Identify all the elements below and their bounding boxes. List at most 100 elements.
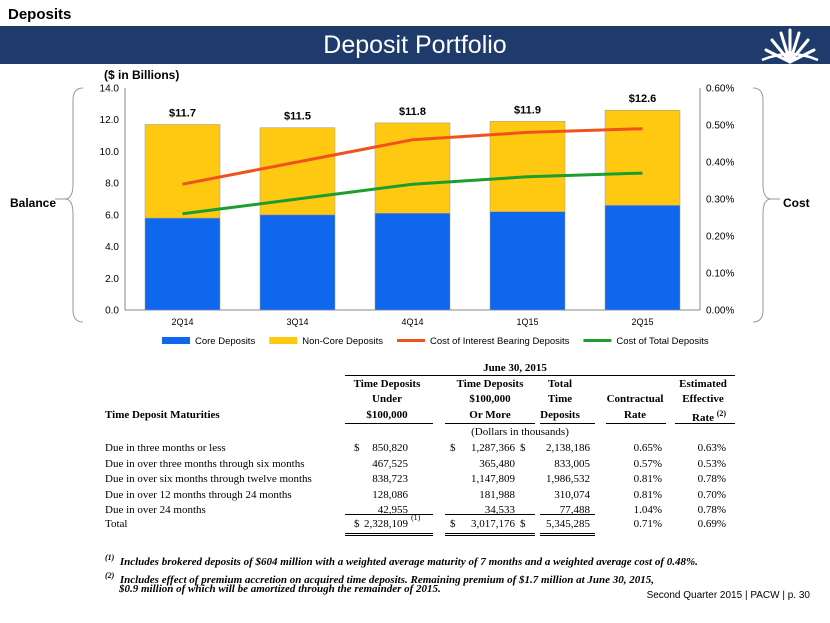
row-label: Due in over three months through six mon… [105, 457, 305, 470]
row-label: Due in over 12 months through 24 months [105, 488, 292, 501]
footnote-2-cont: $0.9 million of which will be amortized … [119, 583, 441, 595]
legend-label: Core Deposits [195, 336, 255, 347]
double-rule-2a [445, 533, 535, 534]
col1-header-l2: Under [372, 393, 402, 405]
left-tick-label: 12.0 [100, 115, 120, 126]
cell-under: 850,820 [372, 442, 408, 454]
header-rule-2 [445, 423, 535, 424]
total-under: 2,328,109 [364, 518, 408, 530]
header-rule-4 [606, 423, 666, 424]
bar-segment-core [604, 205, 681, 311]
row-header: Time Deposit Maturities [105, 409, 220, 421]
right-tick-label: 0.40% [706, 158, 734, 169]
header-rule-1 [345, 423, 433, 424]
bar-segment-core [259, 214, 336, 311]
col2-header-l3: Or More [469, 409, 511, 421]
total-contractual: 0.71% [633, 518, 662, 530]
x-tick-label: 1Q15 [516, 317, 538, 327]
bar-segment-core [374, 213, 451, 311]
cell-contractual: 0.81% [633, 473, 662, 485]
table-period: June 30, 2015 [483, 362, 547, 374]
left-tick-label: 2.0 [105, 274, 119, 285]
bar-segment-noncore [604, 109, 681, 206]
header-rule-3 [540, 423, 595, 424]
left-tick-label: 10.0 [100, 147, 120, 158]
left-tick-label: 14.0 [100, 84, 120, 95]
total-dollar-sign-3: $ [520, 518, 526, 530]
bar-segment-noncore [489, 121, 566, 212]
x-tick-label: 3Q14 [286, 317, 308, 327]
total-rule-3 [540, 514, 595, 515]
total-dollar-sign-2: $ [450, 518, 456, 530]
period-rule [345, 375, 735, 376]
row-label: Due in three months or less [105, 442, 226, 454]
title-banner: Deposit Portfolio [0, 26, 830, 64]
double-rule-3a [540, 533, 595, 534]
cell-effective: 0.78% [697, 504, 726, 516]
balance-axis-label: Balance [10, 196, 57, 210]
total-rule-1 [345, 514, 433, 515]
cell-effective: 0.53% [697, 457, 726, 470]
cell-contractual: 0.57% [633, 457, 662, 470]
header-rule-5 [675, 423, 735, 424]
dollar-sign: $ [450, 442, 456, 454]
left-tick-label: 4.0 [105, 242, 119, 253]
col1-header-l1: Time Deposits [353, 378, 421, 390]
cost-axis-label: Cost [783, 196, 810, 210]
row-label: Due in over 24 months [105, 504, 206, 516]
legend-label: Cost of Interest Bearing Deposits [430, 336, 570, 347]
cell-contractual: 0.81% [633, 488, 662, 501]
cell-effective: 0.70% [697, 488, 726, 501]
bar-segment-core [489, 211, 566, 311]
cell-total: 77,488 [559, 504, 590, 516]
bar-total-label: $11.9 [514, 104, 541, 116]
deposit-chart: 0.0 2.0 4.0 6.0 8.0 10.0 12.0 14.0 0.00% 0.10% 0.2… [55, 84, 780, 347]
col1-header-l3: $100,000 [366, 409, 408, 421]
cell-effective: 0.63% [697, 442, 726, 454]
left-tick-label: 8.0 [105, 179, 119, 190]
right-tick-label: 0.10% [706, 269, 734, 280]
col3-header-l3: Deposits [540, 409, 580, 421]
cell-contractual: 0.65% [633, 442, 662, 454]
total-row-label: Total [105, 518, 128, 530]
legend-label: Non-Core Deposits [302, 336, 383, 347]
legend-swatch [162, 337, 190, 344]
bar-segment-core [144, 217, 221, 311]
col5-header-l1: Estimated [679, 378, 727, 390]
col5-header-l3: Rate (2) [692, 409, 727, 424]
section-label: Deposits [8, 6, 72, 23]
left-tick-label: 6.0 [105, 210, 119, 221]
x-tick-label: 2Q14 [171, 317, 193, 327]
cell-under: 128,086 [372, 488, 408, 501]
dollar-sign: $ [354, 442, 360, 454]
sunburst-logo-icon [761, 28, 819, 64]
x-tick-label: 4Q14 [401, 317, 423, 327]
cell-under: 838,723 [372, 473, 408, 485]
right-tick-label: 0.50% [706, 121, 734, 132]
double-rule-2b [445, 535, 535, 536]
right-tick-label: 0.60% [706, 84, 734, 95]
col4-header-l3: Contractual [606, 393, 664, 405]
x-tick-label: 2Q15 [631, 317, 653, 327]
col2-header-l2: $100,000 [469, 393, 511, 405]
total-effective: 0.69% [697, 518, 726, 530]
cell-total: 2,138,186 [546, 442, 590, 454]
cell-under: 467,525 [372, 457, 408, 470]
interest-bearing-cost-line [182, 127, 643, 186]
total-rule-2 [445, 514, 535, 515]
right-tick-label: 0.20% [706, 232, 734, 243]
dollar-sign: $ [520, 442, 526, 454]
col5-header-l2: Effective [682, 393, 724, 405]
units-label: ($ in Billions) [104, 68, 180, 82]
col2-header-l1: Time Deposits [456, 378, 524, 390]
total-cost-line [182, 171, 643, 216]
footnote-2: (2) Includes effect of premium accretion… [105, 571, 655, 586]
page-title: Deposit Portfolio [323, 31, 507, 59]
bar-total-label: $11.8 [399, 106, 426, 118]
left-tick-label: 0.0 [105, 306, 119, 317]
cell-under: 42,955 [377, 504, 408, 516]
double-rule-1b [345, 535, 433, 536]
cell-more: 181,988 [479, 488, 515, 501]
cell-more: 34,533 [484, 504, 515, 516]
